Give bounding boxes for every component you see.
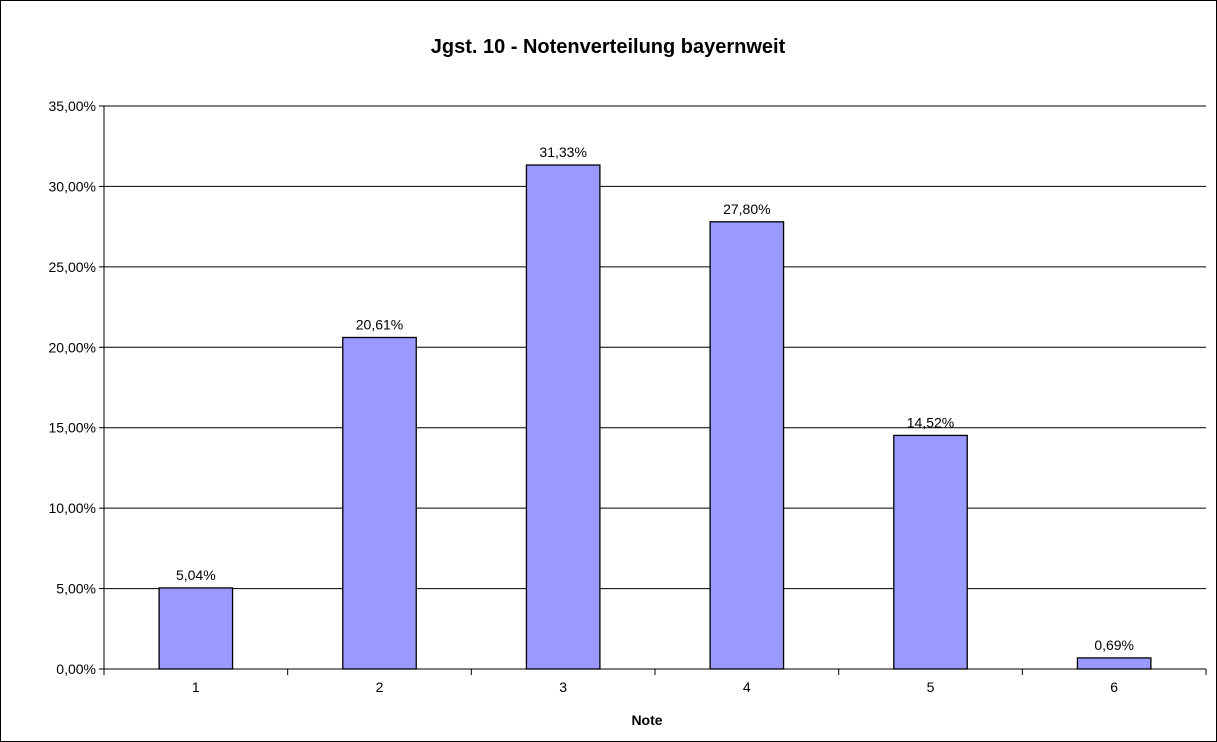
- data-label: 27,80%: [723, 201, 770, 217]
- x-axis-ticks: 1 2 3 4 5 6: [103, 669, 1207, 695]
- y-tick-label: 0,00%: [56, 661, 96, 677]
- y-tick-label: 20,00%: [49, 339, 96, 355]
- bar: [525, 164, 601, 670]
- x-tick-label: 3: [559, 679, 567, 695]
- x-tick-label: 1: [192, 679, 200, 695]
- data-label: 31,33%: [539, 144, 586, 160]
- x-tick-label: 6: [1110, 679, 1118, 695]
- x-tick-label: 2: [376, 679, 384, 695]
- x-tick-label: 4: [743, 679, 751, 695]
- x-tick-label: 5: [927, 679, 935, 695]
- y-axis-ticks: 0,00% 5,00% 10,00% 15,00% 20,00% 25,00% 30,00%…: [49, 98, 104, 677]
- data-label: 5,04%: [176, 567, 216, 583]
- x-axis-label: Note: [631, 712, 662, 728]
- chart-title: Jgst. 10 - Notenverteilung bayernweit: [431, 36, 786, 58]
- y-tick-label: 10,00%: [49, 500, 96, 516]
- axes: [103, 106, 1206, 670]
- y-tick-label: 30,00%: [49, 178, 96, 194]
- data-label: 20,61%: [356, 316, 403, 332]
- y-tick-label: 25,00%: [49, 259, 96, 275]
- gridlines: [104, 105, 1206, 590]
- data-label: 14,52%: [907, 414, 954, 430]
- y-tick-label: 15,00%: [49, 420, 96, 436]
- y-tick-label: 5,00%: [56, 581, 96, 597]
- bar: [893, 434, 968, 670]
- bar: [1076, 657, 1152, 670]
- data-labels: 5,04% 20,61% 31,33% 27,80% 14,52% 0,69%: [176, 144, 1134, 653]
- bars: [158, 164, 1152, 670]
- bar: [158, 587, 234, 670]
- data-label: 0,69%: [1094, 637, 1134, 653]
- bar: [709, 221, 785, 670]
- bar: [342, 336, 417, 670]
- y-tick-label: 35,00%: [49, 98, 96, 114]
